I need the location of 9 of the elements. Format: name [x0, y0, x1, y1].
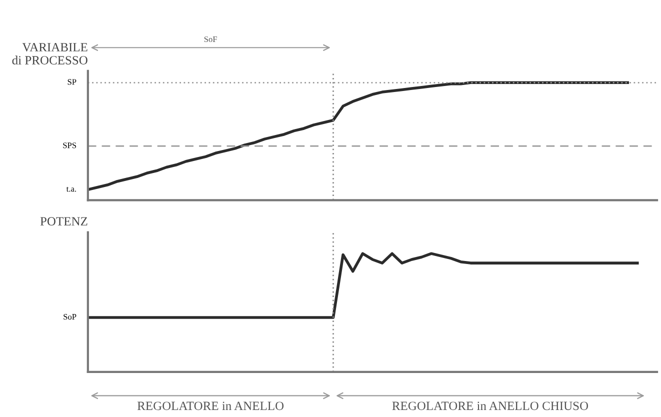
ref-line-label: SPS [63, 142, 76, 148]
text: t.a. [66, 186, 76, 192]
text: SoP [64, 314, 76, 320]
y-axis-title: POTENZ [40, 217, 88, 226]
ref-line-label: SP [68, 79, 76, 85]
text: REGOLATORE in ANELLO CHIUSO [392, 402, 588, 410]
y-axis-title: VARIABILE di PROCESSO [12, 43, 88, 64]
text: REGOLATORE in ANELLO [137, 402, 284, 410]
text: SoF [204, 36, 217, 42]
